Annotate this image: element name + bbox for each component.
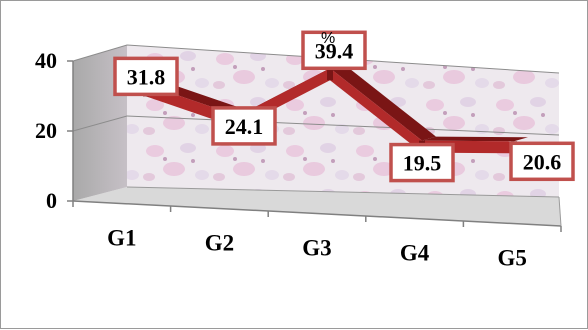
data-label-box	[211, 106, 277, 146]
x-axis-ticks: G1 G2 G3 G4 G5	[72, 201, 562, 271]
ribbon-segment-top	[330, 64, 436, 141]
x-tick-label: G5	[498, 246, 527, 271]
data-label: 20.6	[523, 149, 562, 174]
y-tick-label: 0	[46, 188, 57, 213]
y-axis-ticks: 0 20 40	[35, 48, 73, 213]
floor-back-edge	[126, 186, 560, 198]
floor-plane	[73, 187, 561, 226]
x-axis-line	[72, 200, 562, 227]
x-tick-label: G2	[205, 231, 234, 256]
data-point	[327, 68, 333, 81]
y-tick-label: 20	[35, 118, 57, 143]
ribbon-segment	[330, 68, 422, 153]
data-labels: 31.8 24.1 39.4 19.5 20.6	[113, 30, 575, 183]
gridline	[72, 44, 560, 74]
data-label: 24.1	[225, 114, 264, 139]
ribbon-segment-top	[422, 136, 528, 142]
x-tick-label: G1	[107, 226, 136, 251]
data-label: 31.8	[127, 64, 166, 89]
x-tick-label: G3	[302, 236, 331, 261]
data-label: 39.4	[315, 38, 354, 63]
data-label-box	[509, 141, 575, 182]
unit-label: %	[321, 30, 335, 47]
data-label: 19.5	[403, 151, 442, 176]
data-label-box	[301, 30, 367, 71]
data-label-box	[113, 56, 179, 97]
data-label-box	[389, 142, 455, 183]
y-tick-label: 40	[35, 48, 57, 73]
floor-right-edge	[558, 196, 562, 227]
x-tick-label: G4	[400, 241, 430, 266]
